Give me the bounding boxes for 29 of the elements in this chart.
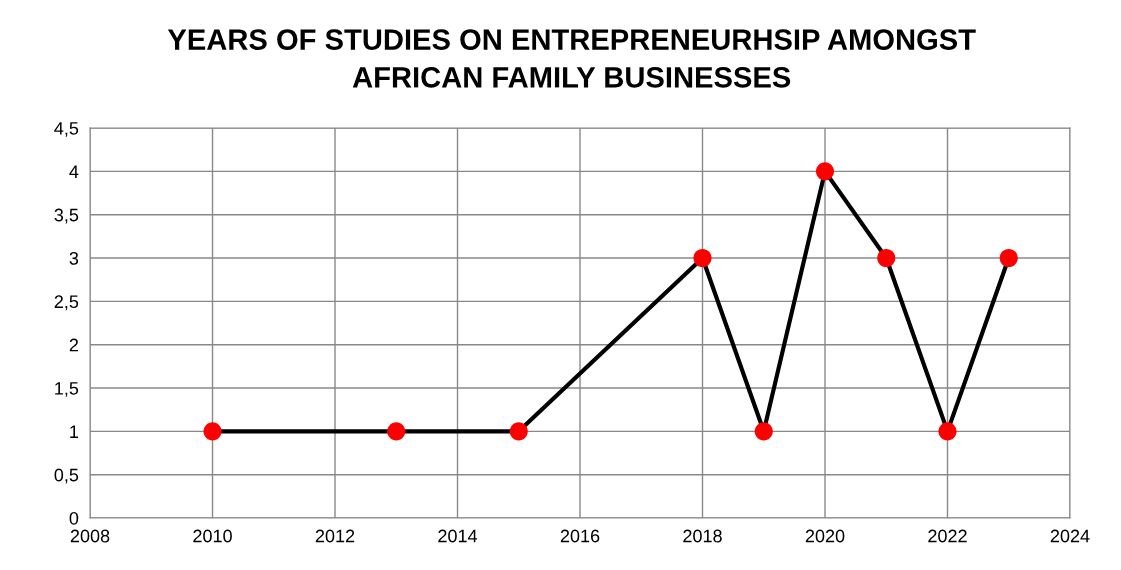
x-tick-label: 2010: [193, 529, 232, 543]
x-tick-label: 2008: [70, 529, 110, 543]
y-tick-label: 4,5: [54, 122, 79, 137]
chart-title: YEARS OF STUDIES ON ENTREPRENEURHSIP AMONGST AFRICAN FAMILY BUSINESSES: [167, 29, 976, 88]
point: [999, 248, 1018, 268]
y-tick-label: 2,5: [54, 295, 79, 311]
y-tick-label: 0: [69, 511, 79, 525]
x-tick-label: 2018: [683, 529, 722, 543]
y-tick-label: 3,5: [54, 208, 79, 224]
x-tick-label: 2022: [928, 529, 967, 543]
point: [509, 422, 528, 441]
y-tick-label: 2: [69, 338, 78, 352]
point: [754, 422, 773, 441]
x-tick-label: 2024: [1050, 529, 1090, 543]
y-tick-label: 0,5: [54, 468, 79, 484]
y-tick-label: 4: [69, 165, 79, 178]
x-tick-label: 2020: [805, 529, 845, 543]
point: [693, 248, 712, 268]
x-tick-label: 2012: [315, 529, 355, 543]
x-tick-label: 2016: [560, 529, 600, 543]
point: [387, 422, 406, 441]
y-tick-label: 3: [69, 251, 79, 265]
point: [877, 248, 896, 268]
x-tick-label: 2014: [438, 529, 478, 543]
y-tick-label: 1: [70, 425, 79, 438]
point: [203, 422, 222, 441]
y-tick-label: 1,5: [55, 382, 79, 397]
point: [815, 162, 835, 181]
point: [938, 422, 957, 441]
